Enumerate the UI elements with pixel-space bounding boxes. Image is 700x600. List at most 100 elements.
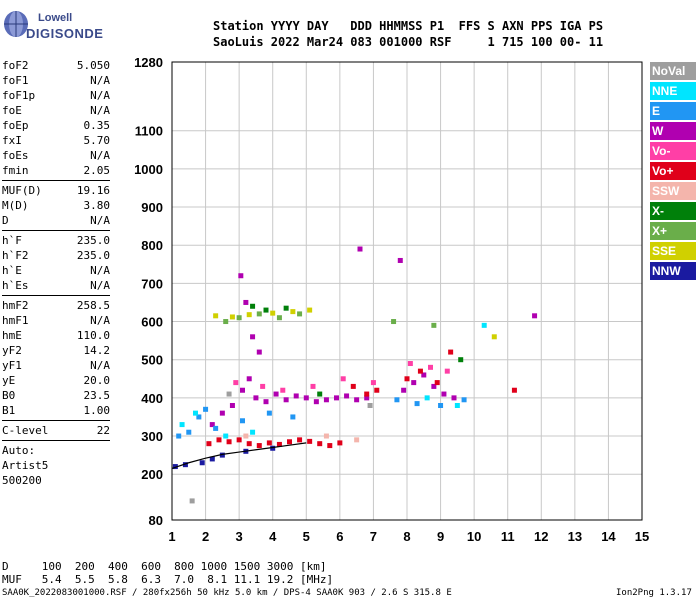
echo-point [216, 437, 222, 443]
param-value: 5.70 [83, 134, 111, 147]
echo-point [364, 395, 370, 401]
param-value: 20.0 [83, 374, 111, 387]
echo-point [219, 410, 225, 416]
echo-point [354, 437, 360, 443]
echo-point [240, 387, 245, 393]
echo-point [297, 311, 303, 317]
echo-point [374, 387, 380, 393]
echo-point [323, 433, 329, 439]
echo-point [266, 440, 272, 446]
echo-point [260, 383, 266, 389]
param-value: N/A [90, 89, 110, 102]
echo-point [287, 439, 292, 445]
echo-point [421, 372, 427, 378]
legend-item-nnw: NNW [650, 262, 696, 280]
param-name: M(D) [2, 199, 29, 212]
echo-point [511, 387, 517, 393]
param-row: fmin 2.05 [2, 163, 110, 178]
echo-point [273, 391, 279, 397]
y-tick-label: 300 [141, 429, 163, 444]
param-name: D [2, 214, 9, 227]
echo-point [401, 387, 407, 393]
echo-point [199, 460, 205, 466]
param-value: 5.050 [76, 59, 110, 72]
echo-point [323, 397, 329, 403]
param-name: B0 [2, 389, 16, 402]
x-tick-label: 11 [501, 529, 515, 544]
param-name: yF1 [2, 359, 22, 372]
echo-point [290, 309, 296, 315]
logo-lowell-text: Lowell [38, 12, 73, 24]
echo-point [196, 414, 202, 420]
y-tick-label: 700 [141, 276, 163, 291]
param-name: foF1p [2, 89, 36, 102]
echo-point [481, 322, 487, 328]
param-value: 1.00 [83, 404, 111, 417]
param-row: h`E N/A [2, 263, 110, 278]
legend-item-vo: Vo- [650, 142, 696, 160]
param-name: h`F [2, 234, 22, 247]
param-row: foF1p N/A [2, 88, 110, 103]
param-row: hmF1 N/A [2, 313, 110, 328]
echo-point [444, 368, 450, 374]
echo-point [532, 313, 538, 319]
echo-point [350, 383, 356, 389]
legend-item-x: X+ [650, 222, 696, 240]
x-tick-label: 7 [370, 529, 377, 544]
echo-point [206, 441, 212, 447]
params-divider [2, 420, 110, 421]
x-tick-label: 13 [568, 529, 582, 544]
x-tick-label: 3 [236, 529, 243, 544]
x-tick-label: 4 [269, 529, 277, 544]
echo-point [283, 397, 289, 403]
echo-point [303, 395, 309, 401]
params-divider [2, 440, 110, 441]
param-value: 22 [96, 424, 110, 437]
params-divider [2, 295, 110, 296]
param-value: N/A [90, 104, 110, 117]
echo-point [307, 307, 313, 313]
echo-point [354, 397, 360, 403]
chart-frame [171, 61, 643, 521]
param-name: foEp [2, 119, 29, 132]
digisonde-logo: Lowell DIGISONDE [2, 4, 112, 44]
param-name: MUF(D) [2, 184, 42, 197]
echo-point [334, 395, 339, 401]
echo-point [297, 437, 303, 443]
x-tick-label: 15 [635, 529, 649, 544]
param-value: 2.05 [83, 164, 111, 177]
echo-point [238, 273, 244, 279]
legend-item-vo: Vo+ [650, 162, 696, 180]
legend-item-sse: SSE [650, 242, 696, 260]
param-row: h`Es N/A [2, 278, 110, 293]
param-name: hmF2 [2, 299, 29, 312]
echo-point [317, 441, 323, 447]
param-row: M(D) 3.80 [2, 198, 110, 213]
autoscaling-info-line: Auto: [2, 444, 36, 457]
param-name: yE [2, 374, 16, 387]
param-value: 258.5 [76, 299, 110, 312]
y-tick-label: 1100 [135, 124, 163, 139]
echo-point [179, 422, 185, 428]
param-row: B0 23.5 [2, 388, 110, 403]
echo-point [290, 414, 296, 420]
echo-point [270, 445, 276, 451]
echo-point [424, 395, 430, 401]
echo-point [417, 368, 423, 374]
param-value: 19.16 [76, 184, 110, 197]
param-name: foF2 [2, 59, 29, 72]
echo-point [397, 257, 403, 263]
echo-point [367, 403, 373, 408]
y-tick-label: 600 [141, 315, 163, 330]
param-name: C-level [2, 424, 49, 437]
y-tick-label: 500 [141, 353, 163, 368]
echo-point [209, 456, 215, 462]
param-name: foEs [2, 149, 29, 162]
param-row: foF1 N/A [2, 73, 110, 88]
param-row: D N/A [2, 213, 110, 228]
logo-mark [4, 11, 28, 37]
param-value: N/A [90, 214, 110, 227]
echo-point [229, 403, 235, 408]
echo-point [411, 380, 417, 386]
